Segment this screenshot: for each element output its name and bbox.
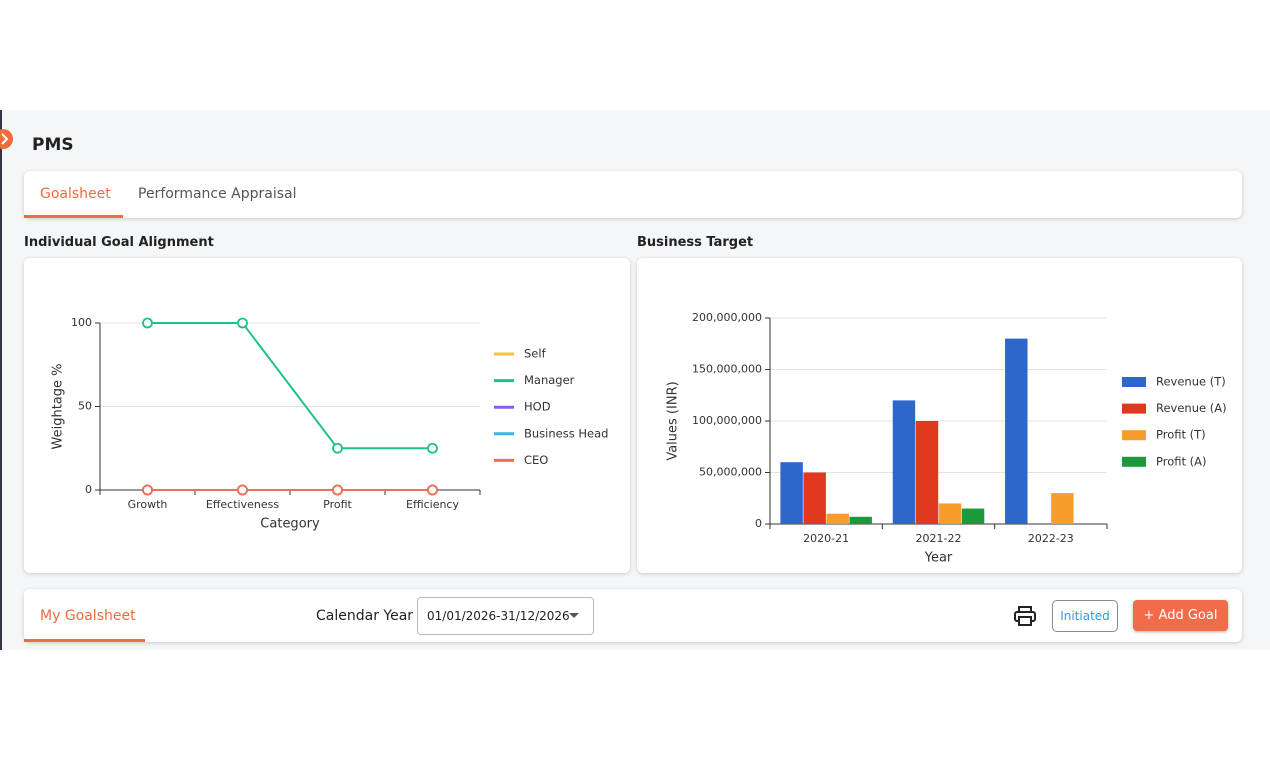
left-border bbox=[0, 110, 2, 650]
tab-indicator bbox=[24, 215, 123, 218]
y-tick-label: 50,000,000 bbox=[699, 466, 762, 479]
bar bbox=[803, 472, 826, 524]
y-axis-label: Values (INR) bbox=[666, 381, 681, 460]
x-tick-label: 2021-22 bbox=[916, 532, 962, 545]
x-axis-label: Year bbox=[924, 551, 953, 566]
point bbox=[237, 317, 248, 329]
bar-chart: 0 50,000,000 100,000,000 150,000,000 200,000… bbox=[666, 311, 1227, 566]
x-tick-label: Profit bbox=[323, 498, 352, 511]
legend-label: HOD bbox=[524, 400, 551, 414]
point bbox=[142, 317, 153, 329]
field-label: Calendar Year bbox=[316, 608, 414, 624]
legend-label: Manager bbox=[524, 373, 575, 387]
y-axis-label: Weightage % bbox=[51, 364, 66, 450]
bar bbox=[938, 503, 962, 524]
legend-label: Self bbox=[524, 347, 547, 361]
calendar-select[interactable]: 01/01/2026-31/12/2026 bbox=[417, 597, 594, 635]
print-icon[interactable] bbox=[1014, 606, 1036, 626]
sidebar-toggle[interactable] bbox=[0, 128, 14, 150]
legend-label: Profit (A) bbox=[1156, 454, 1207, 468]
legend-label: Revenue (T) bbox=[1156, 375, 1226, 389]
legend-swatch bbox=[1122, 377, 1146, 387]
chart-card bbox=[24, 258, 630, 573]
legend-swatch bbox=[1122, 456, 1146, 467]
status-badge: Initiated bbox=[1052, 600, 1118, 632]
tab[interactable]: Performance Appraisal bbox=[138, 186, 297, 202]
bar bbox=[780, 462, 803, 524]
legend-label: Revenue (A) bbox=[1156, 401, 1227, 415]
line-chart: 0 50 100 Growth Effectiveness Profit Efficienc… bbox=[51, 316, 609, 532]
series-line bbox=[147, 322, 433, 450]
legend-swatch bbox=[1122, 403, 1146, 414]
bar bbox=[1051, 493, 1074, 524]
point bbox=[142, 484, 153, 496]
y-tick-label: 100,000,000 bbox=[692, 414, 762, 427]
add-goal-button[interactable]: + Add Goal bbox=[1133, 600, 1228, 631]
bar bbox=[915, 421, 939, 524]
tab-indicator bbox=[24, 639, 145, 642]
y-tick-label: 0 bbox=[755, 517, 762, 530]
chart-title: Business Target bbox=[637, 235, 754, 250]
tab-bar: Goalsheet Performance Appraisal bbox=[24, 171, 1242, 218]
x-tick-label: Effectiveness bbox=[206, 498, 279, 511]
point bbox=[237, 484, 248, 496]
dropdown-arrow bbox=[569, 613, 579, 618]
point bbox=[427, 442, 438, 454]
x-tick-label: 2022-23 bbox=[1028, 532, 1074, 545]
bar bbox=[849, 516, 872, 524]
x-tick-label: 2020-21 bbox=[803, 532, 849, 545]
bar bbox=[826, 513, 849, 524]
y-tick-label: 150,000,000 bbox=[692, 363, 762, 376]
x-axis-label: Category bbox=[260, 517, 320, 532]
goalsheet-bar: My Goalsheet Calendar Year 01/01/2026-31… bbox=[24, 589, 1242, 642]
legend-label: Business Head bbox=[524, 426, 608, 440]
bar bbox=[1005, 338, 1028, 524]
y-tick-label: 100 bbox=[71, 316, 92, 329]
x-tick-label: Growth bbox=[128, 498, 168, 511]
chart-title: Individual Goal Alignment bbox=[24, 235, 214, 250]
legend-swatch bbox=[1122, 430, 1146, 441]
point bbox=[332, 442, 343, 454]
page-title: PMS bbox=[32, 135, 74, 155]
bar bbox=[961, 508, 985, 524]
y-tick-label: 200,000,000 bbox=[692, 311, 762, 324]
legend-label: CEO bbox=[524, 453, 548, 467]
legend-label: Profit (T) bbox=[1156, 428, 1206, 442]
bar bbox=[892, 400, 916, 524]
y-tick-label: 0 bbox=[85, 483, 92, 496]
x-tick-label: Efficiency bbox=[406, 498, 459, 511]
select-value: 01/01/2026-31/12/2026 bbox=[427, 609, 570, 623]
point bbox=[427, 484, 438, 496]
y-tick-label: 50 bbox=[78, 400, 92, 413]
tab[interactable]: Goalsheet bbox=[40, 186, 111, 202]
point bbox=[332, 484, 343, 496]
tab[interactable]: My Goalsheet bbox=[40, 608, 136, 624]
